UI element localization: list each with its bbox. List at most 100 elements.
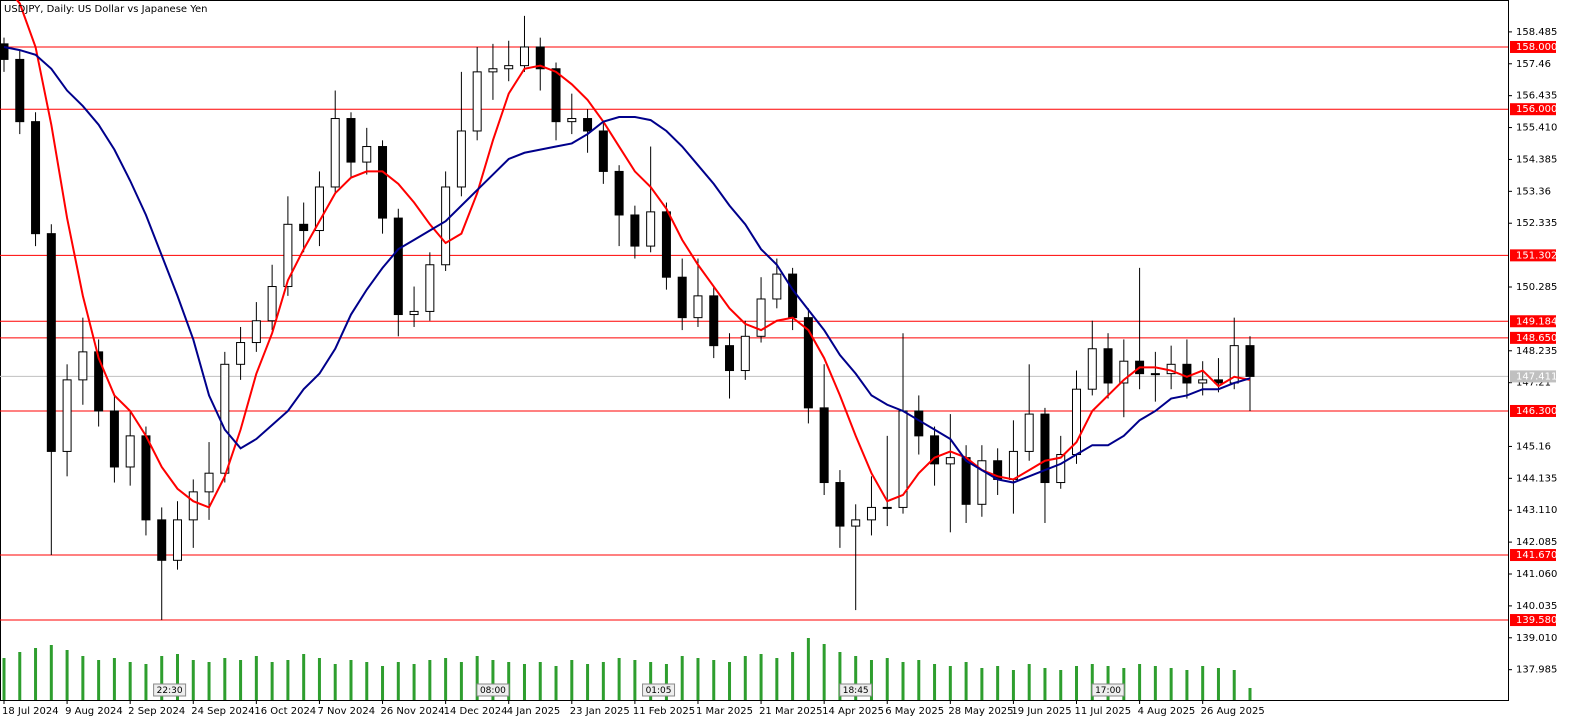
level-tag: 148.650	[1510, 331, 1557, 344]
level-tag: 156.000	[1510, 103, 1557, 116]
volume-bar	[239, 660, 243, 700]
candle-body	[1182, 363, 1192, 384]
volume-bar	[333, 664, 337, 700]
moving-average-line	[3, 45, 1251, 484]
volume-bar	[570, 660, 574, 700]
x-tick-label: 26 Nov 2024	[381, 706, 445, 717]
candle-body	[898, 410, 908, 508]
level-label: 141.670	[1516, 550, 1557, 561]
chart-title: USDJPY, Daily: US Dollar vs Japanese Yen	[4, 4, 208, 15]
volume-bar	[491, 660, 495, 700]
level-box	[1510, 614, 1556, 627]
candle-body	[314, 186, 324, 232]
candle-body	[914, 410, 924, 437]
candle-body	[346, 118, 356, 163]
volume-bar	[1106, 666, 1110, 700]
y-tick-label: 137.985	[1516, 665, 1557, 676]
candle-body	[157, 519, 167, 561]
volume-bar	[869, 660, 873, 700]
candle-body	[15, 58, 25, 123]
x-tick-label: 9 Aug 2024	[65, 706, 123, 717]
level-label: 151.302	[1516, 250, 1557, 261]
candle-body	[930, 435, 940, 465]
x-tick-label: 26 Aug 2025	[1201, 706, 1265, 717]
candle-body	[788, 273, 798, 319]
level-box	[1510, 549, 1556, 562]
event-box	[476, 683, 510, 697]
x-tick-label: 23 Jan 2025	[570, 706, 630, 717]
level-box	[1510, 315, 1556, 328]
level-label: 149.184	[1516, 316, 1557, 327]
volume-bar	[728, 662, 732, 700]
candle-body	[94, 351, 104, 412]
candle-body	[456, 130, 466, 188]
x-tick-label: 21 Mar 2025	[759, 706, 822, 717]
volume-bar	[791, 652, 795, 700]
volume-bar	[207, 662, 211, 700]
candle-body	[693, 295, 703, 319]
volume-bar	[223, 658, 227, 700]
event-label: 18:45	[843, 686, 869, 696]
candle-body	[441, 186, 451, 266]
volume-bar	[649, 662, 653, 700]
candle-body	[267, 286, 277, 322]
x-tick-label: 6 May 2025	[885, 706, 944, 717]
candle-body	[630, 214, 640, 247]
volume-bar	[854, 656, 858, 700]
candle-body	[125, 435, 135, 468]
event-box	[1091, 683, 1125, 697]
volume-bar	[254, 656, 258, 700]
candle-body	[772, 273, 782, 300]
plot-area: 22:30 08:00 01:05 18:45 17:00	[0, 0, 1508, 700]
last-price-tag: 147.411	[1510, 370, 1557, 383]
candle-body	[488, 68, 498, 73]
candle-body	[299, 223, 309, 232]
volume-bar	[1059, 670, 1063, 700]
volume-bar	[806, 638, 810, 700]
y-tick-label: 157.46	[1516, 59, 1551, 70]
volume-bar	[633, 660, 637, 700]
volume-bar	[601, 662, 605, 700]
y-tick-label: 144.135	[1516, 473, 1557, 484]
candle-body	[1024, 413, 1034, 452]
volume-bar	[664, 664, 668, 700]
level-tag: 146.300	[1510, 404, 1557, 417]
volume-bar	[775, 658, 779, 700]
volume-bar	[128, 662, 132, 700]
candle-body	[1245, 345, 1255, 377]
candle-body	[504, 65, 514, 70]
x-tick-label: 19 Jun 2025	[1011, 706, 1071, 717]
level-box	[1510, 103, 1556, 116]
volume-bar	[1138, 664, 1142, 700]
volume-bar	[2, 658, 6, 700]
level-box	[1510, 40, 1556, 53]
level-label: 156.000	[1516, 104, 1557, 115]
candle-body	[977, 460, 987, 505]
candle-body	[141, 435, 151, 521]
candle-body	[109, 410, 119, 468]
candle-body	[866, 506, 876, 521]
candle-body	[78, 351, 88, 381]
x-tick-label: 1 Mar 2025	[696, 706, 753, 717]
candle-body	[819, 407, 829, 484]
candle-body	[1008, 450, 1018, 480]
y-tick-label: 141.060	[1516, 569, 1557, 580]
volume-bar	[917, 660, 921, 700]
x-tick-label: 14 Dec 2024	[444, 706, 508, 717]
candle-body	[393, 217, 403, 316]
volume-bar	[349, 660, 353, 700]
last-price-label: 147.411	[1516, 371, 1557, 382]
candle-body	[519, 46, 529, 67]
volume-bar	[270, 662, 274, 700]
candle-body	[1119, 360, 1129, 384]
candle-body	[472, 71, 482, 132]
candle-body	[62, 379, 72, 452]
x-tick-label: 4 Jan 2025	[507, 706, 561, 717]
volume-bar	[586, 664, 590, 700]
candle-body	[803, 317, 813, 409]
volume-bar	[1011, 670, 1015, 700]
event-box	[839, 683, 873, 697]
volume-bar	[112, 658, 116, 700]
candle-body	[283, 223, 293, 288]
